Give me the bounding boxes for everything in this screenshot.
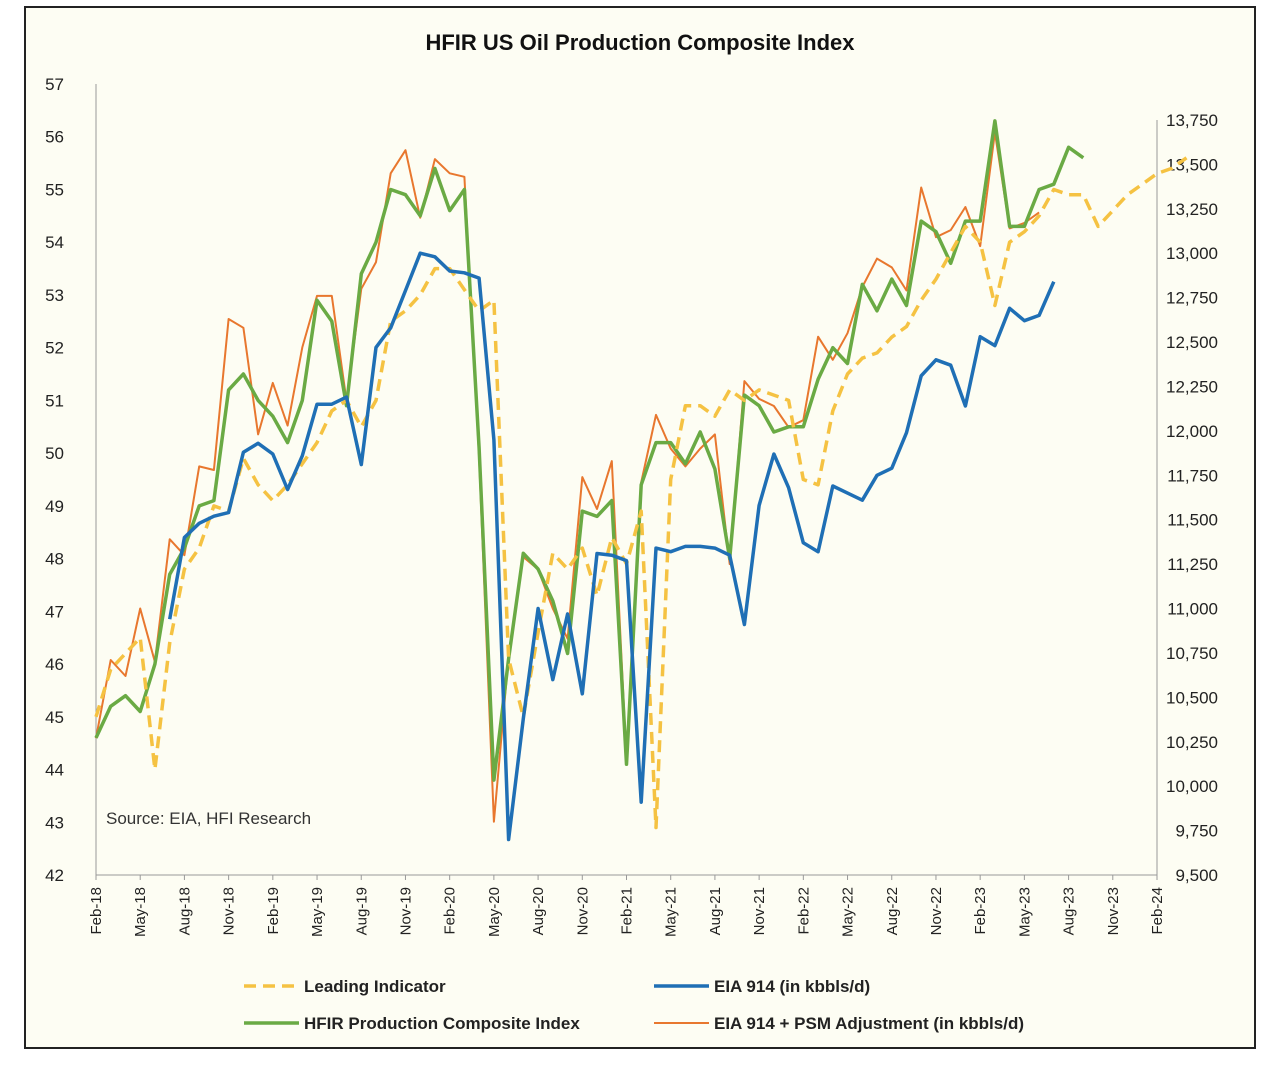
x-axis-tick-label: Feb-20 — [442, 887, 459, 935]
left-axis-tick-label: 52 — [45, 339, 64, 358]
right-axis-tick-label: 12,000 — [1166, 422, 1218, 441]
left-axis-tick-label: 42 — [45, 866, 64, 885]
x-axis-tick-label: Feb-21 — [619, 887, 636, 935]
right-axis-tick-label: 11,500 — [1167, 511, 1218, 530]
right-axis-tick-label: 12,500 — [1166, 333, 1218, 352]
series-line-0 — [94, 156, 1188, 830]
x-axis-tick-label: Nov-18 — [221, 887, 238, 935]
series-line-1 — [167, 251, 1056, 842]
right-axis-tick-label: 9,750 — [1175, 822, 1218, 841]
left-axis-tick-label: 51 — [45, 391, 64, 410]
left-axis-tick-label: 54 — [45, 233, 64, 252]
right-axis-tick-label: 10,500 — [1166, 688, 1218, 707]
x-axis-tick-label: Aug-19 — [353, 887, 370, 935]
left-axis-tick-label: 47 — [45, 602, 64, 621]
x-axis-tick-label: Aug-23 — [1061, 887, 1078, 935]
x-axis-tick-label: May-19 — [309, 887, 326, 937]
legend-label-3: EIA 914 + PSM Adjustment (in kbbls/d) — [714, 1014, 1024, 1033]
left-axis-tick-label: 48 — [45, 550, 64, 569]
x-axis-tick-label: Feb-24 — [1149, 887, 1166, 935]
left-axis-tick-label: 57 — [45, 75, 64, 94]
left-axis-tick-label: 45 — [45, 708, 64, 727]
chart-frame: HFIR US Oil Production Composite Index 4… — [24, 6, 1256, 1049]
left-axis-tick-label: 56 — [45, 128, 64, 147]
x-axis-tick-label: Nov-20 — [574, 887, 591, 935]
x-axis-tick-label: Aug-20 — [530, 887, 547, 935]
x-axis-tick-label: May-23 — [1016, 887, 1033, 937]
left-axis-tick-label: 43 — [45, 813, 64, 832]
right-axis-tick-label: 11,250 — [1167, 555, 1218, 574]
x-axis-tick-label: May-21 — [663, 887, 680, 937]
x-axis-tick-label: Feb-19 — [265, 887, 282, 935]
x-axis-tick-label: Nov-21 — [751, 887, 768, 935]
legend-label-1: EIA 914 (in kbbls/d) — [714, 977, 870, 996]
right-axis-tick-label: 10,000 — [1166, 777, 1218, 796]
left-axis-tick-label: 50 — [45, 444, 64, 463]
x-axis-tick-label: Feb-22 — [795, 887, 812, 935]
series-line-2 — [94, 119, 1085, 782]
right-axis-tick-label: 9,500 — [1175, 866, 1218, 885]
x-axis-tick-label: Feb-23 — [972, 887, 989, 935]
x-axis-tick-label: Aug-22 — [884, 887, 901, 935]
right-axis-tick-label: 12,750 — [1166, 289, 1218, 308]
x-axis-tick-label: May-22 — [840, 887, 857, 937]
legend-label-2: HFIR Production Composite Index — [304, 1014, 580, 1033]
right-axis-tick-label: 11,000 — [1167, 600, 1218, 619]
left-axis-tick-label: 49 — [45, 497, 64, 516]
x-axis-tick-label: Nov-19 — [397, 887, 414, 935]
right-axis-tick-label: 10,250 — [1166, 733, 1218, 752]
left-axis-tick-label: 46 — [45, 655, 64, 674]
right-axis-tick-label: 13,750 — [1166, 111, 1218, 130]
legend-label-0: Leading Indicator — [304, 977, 446, 996]
x-axis-tick-label: Aug-21 — [707, 887, 724, 935]
x-axis-tick-label: May-20 — [486, 887, 503, 937]
x-axis-tick-label: Nov-23 — [1105, 887, 1122, 935]
right-axis-tick-label: 11,750 — [1167, 466, 1218, 485]
left-axis-tick-label: 44 — [45, 761, 64, 780]
source-note: Source: EIA, HFI Research — [106, 809, 311, 828]
x-axis-tick-label: Feb-18 — [88, 887, 105, 935]
left-axis-tick-label: 55 — [45, 180, 64, 199]
right-axis-tick-label: 13,500 — [1166, 155, 1218, 174]
left-axis-tick-label: 53 — [45, 286, 64, 305]
right-axis-tick-label: 10,750 — [1166, 644, 1218, 663]
x-axis-tick-label: Aug-18 — [176, 887, 193, 935]
right-axis-tick-label: 13,000 — [1166, 244, 1218, 263]
legend: Leading Indicator EIA 914 (in kbbls/d) HFI… — [244, 977, 1024, 1033]
right-axis-tick-label: 12,250 — [1166, 377, 1218, 396]
x-axis-tick-label: May-18 — [132, 887, 149, 937]
x-axis-tick-label: Nov-22 — [928, 887, 945, 935]
line-chart: HFIR US Oil Production Composite Index 4… — [45, 30, 1218, 1033]
right-axis-tick-label: 13,250 — [1166, 200, 1218, 219]
chart-title: HFIR US Oil Production Composite Index — [425, 30, 855, 55]
